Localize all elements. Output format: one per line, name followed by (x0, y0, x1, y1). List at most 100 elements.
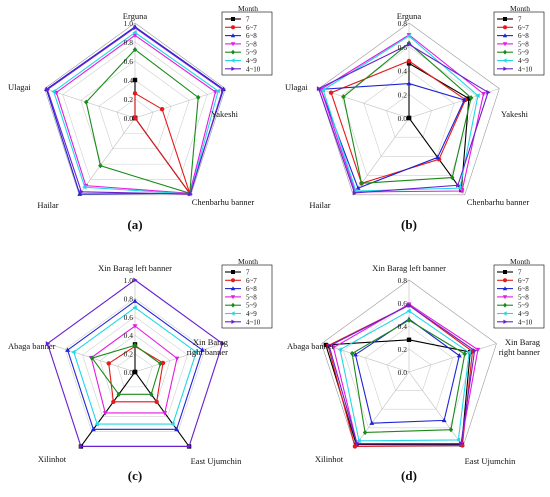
data-point (456, 353, 462, 358)
data-point (102, 411, 108, 416)
legend-label: 6~7 (518, 277, 529, 285)
data-point (116, 391, 121, 397)
tick-label: 0.4 (124, 331, 134, 340)
data-point (323, 342, 329, 348)
grid-ring (82, 316, 188, 417)
data-point (462, 351, 467, 357)
data-point (132, 342, 138, 348)
data-point (352, 190, 358, 196)
data-point (349, 350, 355, 357)
radar-panel: 0.0 0.2 0.4 0.6 0.8 Xin Barag left banner Xin … (287, 257, 545, 483)
axis-label: Erguna (123, 11, 148, 21)
legend-marker (231, 25, 235, 30)
legend-item: 5~9 (225, 302, 257, 310)
grid-ring (80, 60, 190, 165)
series-line (322, 35, 479, 192)
data-point (45, 341, 51, 346)
tick-label: 0.0 (124, 368, 134, 377)
panel-label: (a) (127, 217, 142, 232)
grid-ring (64, 298, 206, 432)
data-point (337, 347, 342, 353)
legend-label: 4~9 (246, 310, 257, 318)
legend-marker (231, 270, 235, 274)
legend-item: 6~8 (225, 285, 257, 293)
data-point (407, 302, 412, 308)
legend-marker (230, 33, 236, 38)
axis-label: Ulagai (285, 82, 308, 92)
legend-title: Month (238, 4, 258, 13)
data-point (320, 87, 325, 93)
series-5~9 (89, 342, 163, 397)
series-line (134, 80, 191, 194)
axis-spoke (408, 88, 500, 119)
data-point (466, 96, 472, 101)
legend-label: 7 (246, 16, 250, 24)
axis-label: Chenbarhu banner (192, 197, 255, 207)
data-point (475, 93, 480, 99)
data-point (353, 188, 358, 194)
radar-panel: 0.0 0.2 0.4 0.6 0.8 1.0 Xin Barag left banner X… (8, 257, 273, 483)
legend-marker (231, 278, 235, 283)
data-point (71, 349, 76, 355)
tick-label: 0.8 (398, 19, 408, 28)
series-line (46, 27, 224, 195)
data-point (369, 420, 375, 425)
data-point (435, 154, 441, 160)
legend-label: 5~9 (246, 49, 257, 57)
grid-ring (117, 353, 153, 388)
tick-label: 0.0 (398, 368, 408, 377)
axis-label: Xin Barag right banner (499, 337, 541, 357)
legend-marker (230, 42, 236, 47)
axis-label: Hailar (37, 200, 58, 210)
series-6~7 (106, 344, 166, 404)
series-4~10 (45, 277, 226, 449)
data-point (132, 46, 138, 53)
tick-label: 0.8 (124, 294, 134, 303)
legend-item: 4~10 (225, 65, 261, 73)
data-point (89, 355, 95, 361)
axis-label: Abaga banner (8, 341, 56, 351)
series-4~9 (71, 305, 199, 427)
data-point (188, 191, 193, 197)
legend-item: 7 (497, 269, 522, 277)
axis-label: Xin Barag left banner (372, 263, 446, 273)
series-line (73, 306, 197, 425)
legend-marker (231, 49, 235, 55)
series-4~10 (45, 25, 226, 197)
axis-label: Xin Barag right banner (187, 337, 229, 357)
tick-label: 0.0 (124, 114, 134, 123)
legend-marker (230, 311, 235, 316)
legend-label: 7 (518, 269, 522, 277)
series-line (354, 318, 460, 424)
data-point (406, 61, 412, 66)
axis-label: Xilinhot (315, 454, 344, 464)
data-point (132, 305, 137, 311)
legend-marker (503, 302, 507, 308)
data-point (132, 369, 138, 375)
data-point (406, 33, 411, 39)
legend-label: 4~9 (518, 310, 529, 318)
legend-item: 5~9 (497, 302, 529, 310)
tick-label: 1.0 (124, 19, 134, 28)
axis-spoke (318, 88, 410, 119)
data-point (133, 25, 138, 31)
data-point (196, 94, 201, 101)
data-point (461, 97, 467, 102)
data-point (455, 437, 461, 443)
axis-spoke (44, 88, 136, 119)
data-point (481, 92, 486, 97)
series-5~8 (53, 33, 218, 196)
grid-ring (62, 41, 208, 180)
tick-label: 0.4 (124, 76, 134, 85)
data-point (220, 87, 226, 92)
legend-item: 6~7 (225, 277, 257, 285)
panel-label: (d) (401, 468, 417, 483)
series-line (53, 31, 219, 195)
legend-item: 5~8 (497, 293, 529, 301)
series-line (328, 304, 476, 445)
data-point (84, 99, 89, 105)
legend-item: 6~7 (225, 24, 257, 32)
data-point (159, 106, 165, 112)
